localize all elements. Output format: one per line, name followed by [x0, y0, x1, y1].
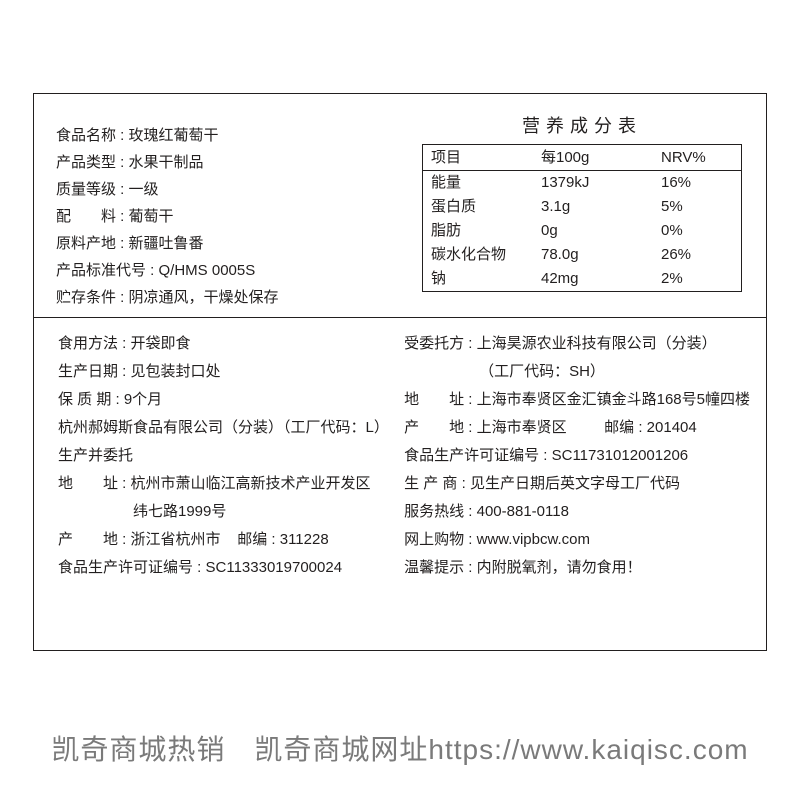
nutri-cell: 0%	[661, 219, 741, 243]
product-info-block: 食品名称 : 玫瑰红葡萄干 产品类型 : 水果干制品 质量等级 : 一级 配料 …	[34, 94, 418, 317]
license-value: SC11333019700024	[206, 559, 343, 576]
nutri-cell: 脂肪	[423, 219, 541, 243]
name-label: 食品名称 :	[56, 127, 124, 144]
addr-label-a: 地	[58, 475, 103, 492]
trustee-code: （工厂代码：SH）	[404, 358, 750, 386]
hotline-label: 服务热线 :	[404, 503, 472, 520]
nutri-cell: 碳水化合物	[423, 243, 541, 267]
r-producedat-label-a: 产	[404, 419, 449, 436]
nutrition-row: 钠42mg2%	[423, 267, 741, 291]
r-license-label: 食品生产许可证编号 :	[404, 447, 547, 464]
trustee-value: 上海昊源农业科技有限公司（分装）	[477, 335, 717, 352]
footer-watermark: 凯奇商城热销 凯奇商城网址https://www.kaiqisc.com	[0, 728, 800, 768]
nutri-cell: 16%	[661, 171, 741, 195]
r-license-value: SC11731012001206	[552, 447, 689, 464]
nutri-cell: 蛋白质	[423, 195, 541, 219]
nutri-cell: 42mg	[541, 267, 661, 291]
nutri-cell: 3.1g	[541, 195, 661, 219]
right-info-block: 受委托方 : 上海昊源农业科技有限公司（分装） （工厂代码：SH） 地址 : 上…	[404, 330, 756, 582]
r-addr-label-b: 址 :	[449, 391, 472, 408]
producedat-label-b: 地 :	[103, 531, 126, 548]
origin-value: 新疆吐鲁番	[129, 235, 204, 252]
nutri-cell: 1379kJ	[541, 171, 661, 195]
nutri-hdr-nrv: NRV%	[661, 145, 741, 170]
type-label: 产品类型 :	[56, 154, 124, 171]
nutri-hdr-per100g: 每100g	[541, 145, 661, 170]
nutri-cell: 钠	[423, 267, 541, 291]
nutri-cell: 78.0g	[541, 243, 661, 267]
zip-label: 邮编 :	[237, 531, 275, 548]
date-value: 见包装封口处	[131, 363, 221, 380]
nutri-cell: 5%	[661, 195, 741, 219]
name-value: 玫瑰红葡萄干	[129, 127, 219, 144]
shop-value: www.vipbcw.com	[477, 531, 590, 548]
date-label: 生产日期 :	[58, 363, 126, 380]
entrust-line: 生产并委托	[58, 442, 404, 470]
r-producedat-label-b: 地 :	[449, 419, 472, 436]
nutrition-block: 营养成分表 项目 每100g NRV% 能量1379kJ16% 蛋白质3.1g5…	[418, 94, 766, 317]
company-line: 杭州郝姆斯食品有限公司（分装）（工厂代码：L）	[58, 414, 404, 442]
zip-value: 311228	[280, 531, 329, 548]
top-section: 食品名称 : 玫瑰红葡萄干 产品类型 : 水果干制品 质量等级 : 一级 配料 …	[34, 94, 766, 318]
ingredient-label-b: 料 :	[101, 208, 124, 225]
eat-label: 食用方法 :	[58, 335, 126, 352]
nutri-cell: 能量	[423, 171, 541, 195]
shelf-label: 保 质 期 :	[58, 391, 120, 408]
storage-label: 贮存条件 :	[56, 289, 124, 306]
origin-label: 原料产地 :	[56, 235, 124, 252]
grade-label: 质量等级 :	[56, 181, 124, 198]
r-addr-value: 上海市奉贤区金汇镇金斗路168号5幢四楼	[477, 391, 750, 408]
nutrition-row: 蛋白质3.1g5%	[423, 195, 741, 219]
addr-label-b: 址 :	[103, 475, 126, 492]
license-label: 食品生产许可证编号 :	[58, 559, 201, 576]
tip-value: 内附脱氧剂，请勿食用！	[477, 559, 642, 576]
type-value: 水果干制品	[129, 154, 204, 171]
ingredient-value: 葡萄干	[129, 208, 174, 225]
addr-value-2: 纬七路1999号	[58, 498, 404, 526]
producedat-value: 浙江省杭州市	[131, 531, 221, 548]
nutrition-header-row: 项目 每100g NRV%	[423, 145, 741, 171]
hotline-value: 400-881-0118	[477, 503, 569, 520]
nutri-hdr-item: 项目	[423, 145, 541, 170]
nutri-cell: 26%	[661, 243, 741, 267]
left-info-block: 食用方法 : 开袋即食 生产日期 : 见包装封口处 保 质 期 : 9个月 杭州…	[58, 330, 404, 582]
nutrition-row: 能量1379kJ16%	[423, 171, 741, 195]
product-label-box: 食品名称 : 玫瑰红葡萄干 产品类型 : 水果干制品 质量等级 : 一级 配料 …	[33, 93, 767, 651]
r-addr-label-a: 地	[404, 391, 449, 408]
ingredient-label-a: 配	[56, 208, 101, 225]
tip-label: 温馨提示 :	[404, 559, 472, 576]
nutrition-row: 碳水化合物78.0g26%	[423, 243, 741, 267]
shop-label: 网上购物 :	[404, 531, 472, 548]
nutri-cell: 2%	[661, 267, 741, 291]
producedat-label-a: 产	[58, 531, 103, 548]
nutri-cell: 0g	[541, 219, 661, 243]
nutrition-title: 营养成分表	[418, 112, 746, 138]
addr-value-1: 杭州市萧山临江高新技术产业开发区	[131, 475, 371, 492]
producer-value: 见生产日期后英文字母工厂代码	[470, 475, 680, 492]
std-label: 产品标准代号 :	[56, 262, 154, 279]
producer-label: 生 产 商 :	[404, 475, 466, 492]
nutrition-table: 项目 每100g NRV% 能量1379kJ16% 蛋白质3.1g5% 脂肪0g…	[422, 144, 742, 292]
storage-value: 阴凉通风，干燥处保存	[129, 289, 279, 306]
r-zip-value: 201404	[647, 419, 697, 436]
r-zip-label: 邮编 :	[604, 419, 642, 436]
grade-value: 一级	[129, 181, 159, 198]
shelf-value: 9个月	[124, 391, 162, 408]
std-value: Q/HMS 0005S	[159, 262, 256, 279]
trustee-label: 受委托方 :	[404, 335, 472, 352]
bottom-section: 食用方法 : 开袋即食 生产日期 : 见包装封口处 保 质 期 : 9个月 杭州…	[34, 318, 766, 592]
nutrition-row: 脂肪0g0%	[423, 219, 741, 243]
eat-value: 开袋即食	[131, 335, 191, 352]
r-producedat-value: 上海市奉贤区	[477, 419, 567, 436]
